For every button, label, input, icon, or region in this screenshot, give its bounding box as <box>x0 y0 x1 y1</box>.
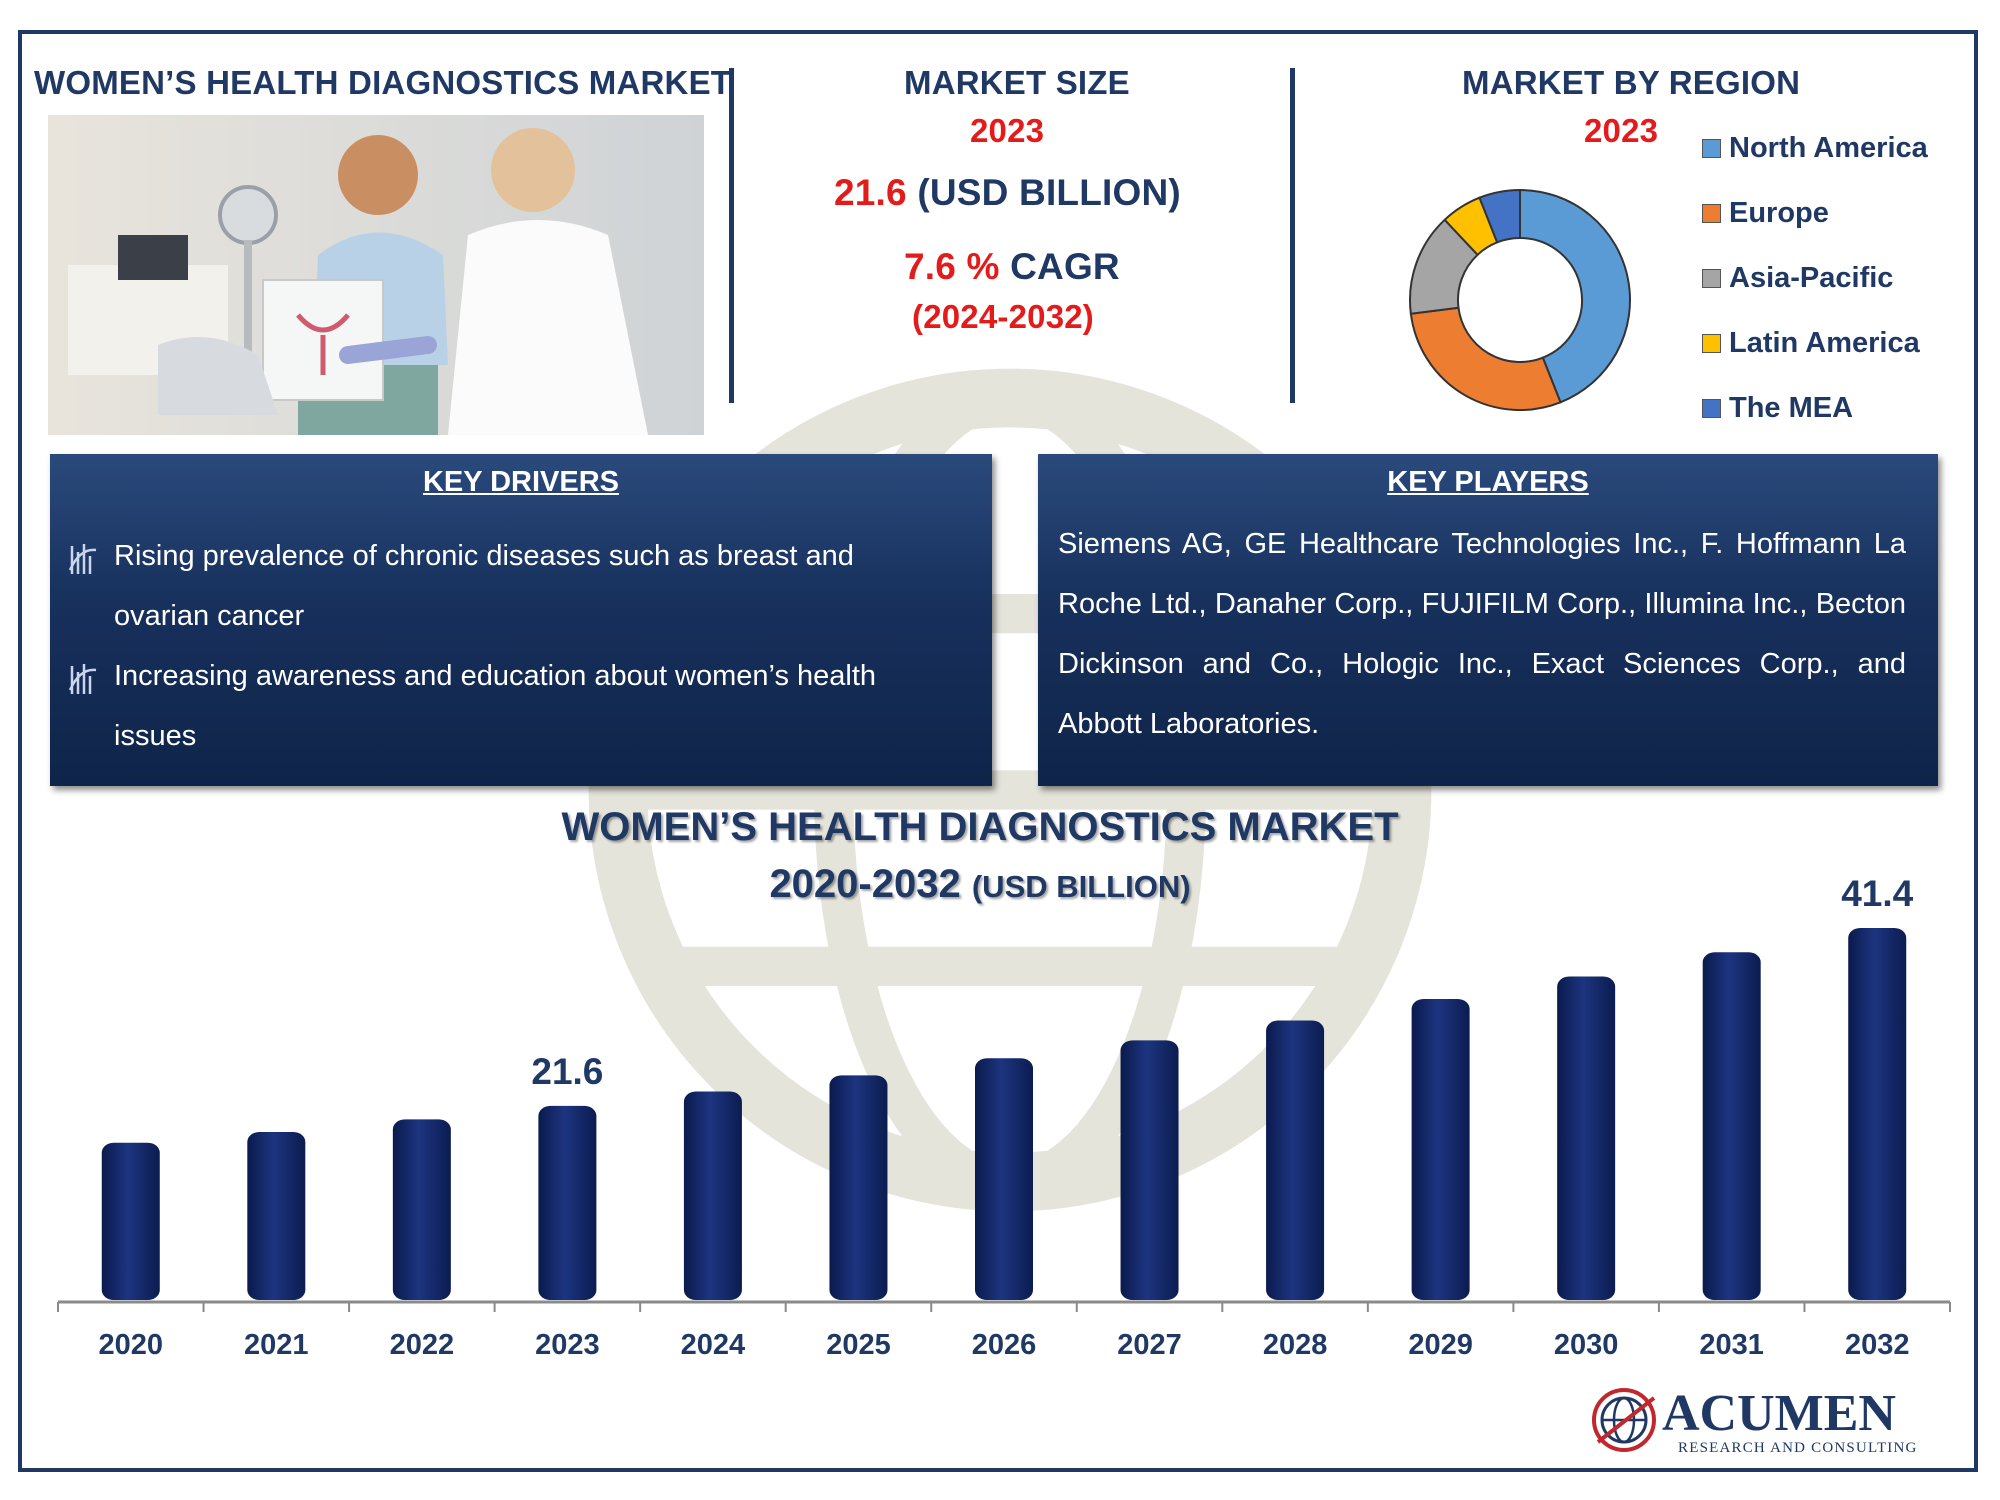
chart-title: WOMEN’S HEALTH DIAGNOSTICS MARKET <box>561 805 1399 849</box>
doctor-patient-photo <box>48 115 704 435</box>
market-bar-chart: 2020 2021 2022 2023 21.6 2024 2025 2026 2027 2028… <box>57 873 1951 1361</box>
legend-item: The MEA <box>1702 392 1853 425</box>
key-drivers-panel: KEY DRIVERS Rising prevalence of chronic… <box>50 454 992 786</box>
x-tick-label: 2022 <box>390 1329 455 1361</box>
market-size-year: 2023 <box>970 112 1045 149</box>
data-label-2023: 21.6 <box>531 1051 603 1092</box>
x-tick-label: 2029 <box>1408 1329 1473 1361</box>
legend-swatch <box>1702 139 1721 158</box>
bar-2023 <box>538 1105 597 1300</box>
logo-name: ACUMEN <box>1662 1385 1896 1442</box>
bar-2021 <box>247 1131 306 1300</box>
divider-left <box>729 68 734 403</box>
legend-swatch <box>1702 399 1721 418</box>
legend-label: The MEA <box>1729 392 1854 424</box>
legend-item: Europe <box>1702 197 1829 230</box>
region-year: 2023 <box>1584 112 1659 149</box>
chart-subtitle-unit: (USD BILLION) <box>971 869 1191 904</box>
acumen-logo: ACUMEN RESEARCH AND CONSULTING <box>1588 1380 1948 1465</box>
logo-tagline: RESEARCH AND CONSULTING <box>1678 1440 1918 1456</box>
x-tick-label: 2023 <box>535 1329 600 1361</box>
trend-icon <box>68 664 97 694</box>
driver-text: Rising prevalence of chronic diseases su… <box>114 540 854 632</box>
x-tick-label: 2027 <box>1117 1329 1182 1361</box>
market-size-title: MARKET SIZE <box>904 64 1130 101</box>
bar-2026 <box>975 1058 1033 1300</box>
legend-swatch <box>1702 204 1721 223</box>
bar-2029 <box>1411 998 1470 1300</box>
market-title: WOMEN’S HEALTH DIAGNOSTICS MARKET <box>34 64 732 101</box>
legend-swatch <box>1702 334 1721 353</box>
bar-2028 <box>1266 1020 1325 1300</box>
divider-right <box>1290 68 1295 403</box>
trend-icon <box>68 544 97 574</box>
donut-slice-north-america <box>1519 188 1631 404</box>
driver-item: Rising prevalence of chronic diseases su… <box>68 526 934 646</box>
bar-2032 <box>1848 928 1907 1300</box>
cagr-label: CAGR <box>1010 246 1120 287</box>
x-tick-label: 2020 <box>99 1329 164 1361</box>
chart-subtitle: 2020-2032 (USD BILLION) <box>0 862 1980 907</box>
region-title: MARKET BY REGION <box>1462 64 1801 101</box>
cagr-line: 7.6 % CAGR <box>904 246 1120 288</box>
x-tick-label: 2031 <box>1699 1329 1764 1361</box>
donut-slice-the-mea <box>1478 188 1521 244</box>
x-tick-label: 2026 <box>972 1329 1037 1361</box>
chart-subtitle-years: 2020-2032 <box>769 862 961 906</box>
legend-item: North America <box>1702 132 1928 165</box>
key-drivers-title: KEY DRIVERS <box>422 466 620 498</box>
legend-item: Asia-Pacific <box>1702 262 1893 295</box>
driver-item: Increasing awareness and education about… <box>68 646 934 766</box>
bar-2020 <box>101 1142 160 1300</box>
key-players-panel: KEY PLAYERS Siemens AG, GE Healthcare Te… <box>1038 454 1938 786</box>
bar-2024 <box>683 1091 742 1300</box>
x-tick-label: 2030 <box>1554 1329 1619 1361</box>
market-size-unit: (USD BILLION) <box>917 172 1181 213</box>
driver-text: Increasing awareness and education about… <box>114 660 877 752</box>
market-size-line: 21.6 (USD BILLION) <box>834 172 1181 214</box>
legend-label: Asia-Pacific <box>1729 262 1894 294</box>
bar-2022 <box>392 1119 451 1300</box>
data-label-2032: 41.4 <box>1841 873 1913 914</box>
key-players-title: KEY PLAYERS <box>1387 466 1589 498</box>
x-tick-label: 2021 <box>244 1329 309 1361</box>
x-tick-label: 2025 <box>826 1329 891 1361</box>
cagr-period: (2024-2032) <box>912 298 1094 335</box>
key-players-text: Siemens AG, GE Healthcare Technologies I… <box>1058 528 1906 740</box>
bar-2031 <box>1702 952 1761 1300</box>
x-tick-label: 2028 <box>1263 1329 1328 1361</box>
legend-item: Latin America <box>1702 327 1920 360</box>
market-size-value: 21.6 <box>834 172 907 213</box>
bar-2030 <box>1557 976 1616 1300</box>
legend-label: North America <box>1729 132 1928 164</box>
legend-label: Latin America <box>1729 327 1920 359</box>
bar-2027 <box>1120 1040 1179 1300</box>
x-tick-label: 2024 <box>681 1329 746 1361</box>
legend-swatch <box>1702 269 1721 288</box>
legend-label: Europe <box>1729 197 1829 229</box>
cagr-value: 7.6 % <box>904 246 1000 287</box>
bar-2025 <box>829 1075 888 1300</box>
region-donut-chart <box>1409 188 1631 411</box>
donut-slice-europe <box>1409 306 1562 411</box>
x-tick-label: 2032 <box>1845 1329 1910 1361</box>
